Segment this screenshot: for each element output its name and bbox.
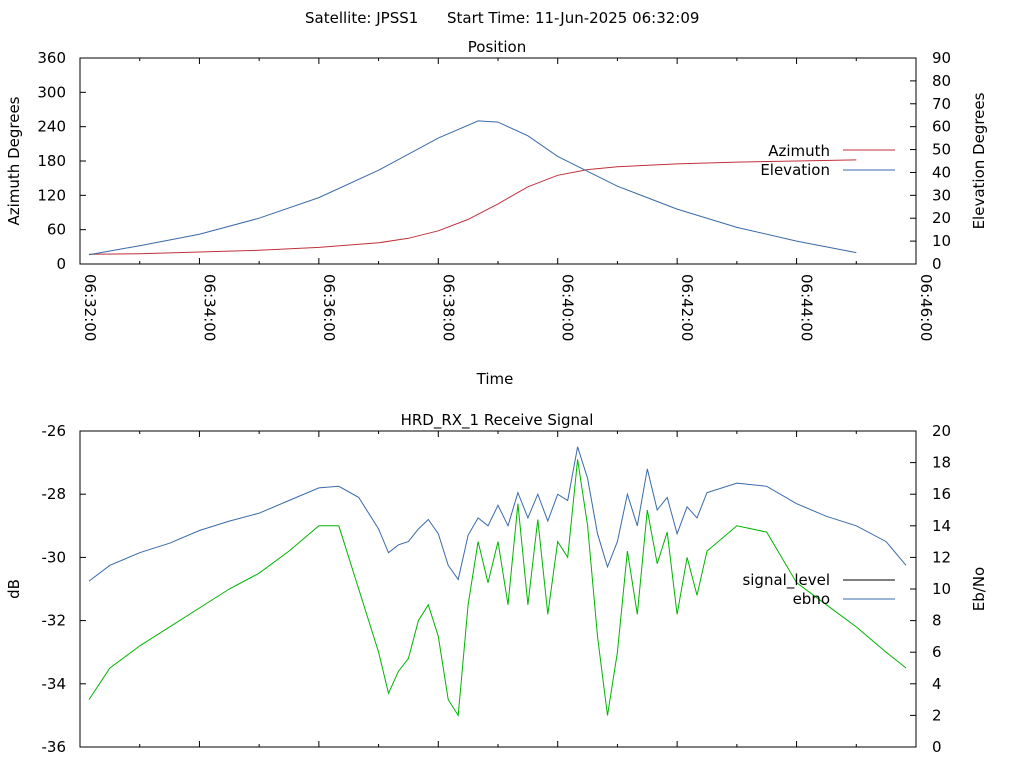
y2-tick-label: 0 [932, 255, 942, 273]
azimuth-line [88, 159, 857, 255]
receive-signal-chart-y2label: Eb/No [970, 567, 988, 611]
legend-elevation-label: Elevation [760, 161, 830, 179]
y2-tick-label: 0 [932, 738, 942, 756]
position-chart: Position Azimuth Degrees Elevation Degre… [5, 38, 988, 388]
y-tick-label: 300 [37, 83, 66, 101]
legend-azimuth-label: Azimuth [768, 142, 830, 160]
position-chart-y2label: Elevation Degrees [970, 92, 988, 229]
x-tick-label: 06:36:00 [320, 274, 338, 341]
position-chart-title: Position [468, 38, 526, 56]
receive-signal-chart: HRD_RX_1 Receive Signal dB Eb/No -36 -34 -… [5, 411, 988, 756]
y2-tick-label: 6 [932, 643, 942, 661]
y2-tick-label: 2 [932, 706, 942, 724]
receive-signal-chart-title: HRD_RX_1 Receive Signal [401, 411, 594, 430]
y2-tick-label: 20 [932, 209, 951, 227]
y-tick-label: 180 [37, 152, 66, 170]
y2-tick-label: 70 [932, 95, 951, 113]
y2-tick-label: 14 [932, 517, 951, 535]
position-chart-xlabel: Time [476, 370, 514, 388]
legend-signal-level-label: signal_level [742, 571, 830, 590]
satellite-label: Satellite: JPSS1 [305, 9, 418, 27]
y-tick-label: 240 [37, 118, 66, 136]
start-time-label: Start Time: 11-Jun-2025 06:32:09 [447, 9, 699, 27]
y2-tick-label: 10 [932, 580, 951, 598]
y-tick-label: -28 [42, 485, 67, 503]
receive-signal-chart-ylabel: dB [5, 579, 23, 599]
position-chart-ylabel: Azimuth Degrees [5, 96, 23, 225]
x-tick-label: 06:40:00 [559, 274, 577, 341]
x-tick-label: 06:46:00 [917, 274, 935, 341]
x-tick-label: 06:38:00 [439, 274, 457, 341]
y-tick-label: 0 [56, 255, 66, 273]
y2-tick-label: 16 [932, 485, 951, 503]
y2-tick-label: 90 [932, 49, 951, 67]
y-tick-label: 360 [37, 49, 66, 67]
y2-tick-label: 20 [932, 422, 951, 440]
y2-tick-label: 40 [932, 163, 951, 181]
y-tick-label: -36 [42, 738, 67, 756]
y-tick-label: 60 [47, 221, 66, 239]
signal-level-line [88, 459, 907, 717]
elevation-line [88, 120, 857, 256]
y2-tick-label: 12 [932, 548, 951, 566]
x-tick-label: 06:44:00 [798, 274, 816, 341]
receive-signal-chart-frame [79, 430, 917, 748]
legend-ebno-label: ebno [793, 590, 830, 608]
y2-tick-label: 18 [932, 454, 951, 472]
y-tick-label: 120 [37, 186, 66, 204]
ebno-line [88, 446, 907, 582]
x-tick-label: 06:42:00 [678, 274, 696, 341]
x-tick-label: 06:32:00 [81, 274, 99, 341]
y2-tick-label: 4 [932, 675, 942, 693]
y-tick-label: -26 [42, 422, 67, 440]
y2-tick-label: 50 [932, 141, 951, 159]
y-tick-label: -32 [42, 612, 67, 630]
y2-tick-label: 8 [932, 612, 942, 630]
y2-tick-label: 60 [932, 118, 951, 136]
y2-tick-label: 10 [932, 232, 951, 250]
y2-tick-label: 30 [932, 186, 951, 204]
y-tick-label: -30 [42, 548, 67, 566]
y2-tick-label: 80 [932, 72, 951, 90]
x-tick-label: 06:34:00 [200, 274, 218, 341]
y-tick-label: -34 [42, 675, 67, 693]
